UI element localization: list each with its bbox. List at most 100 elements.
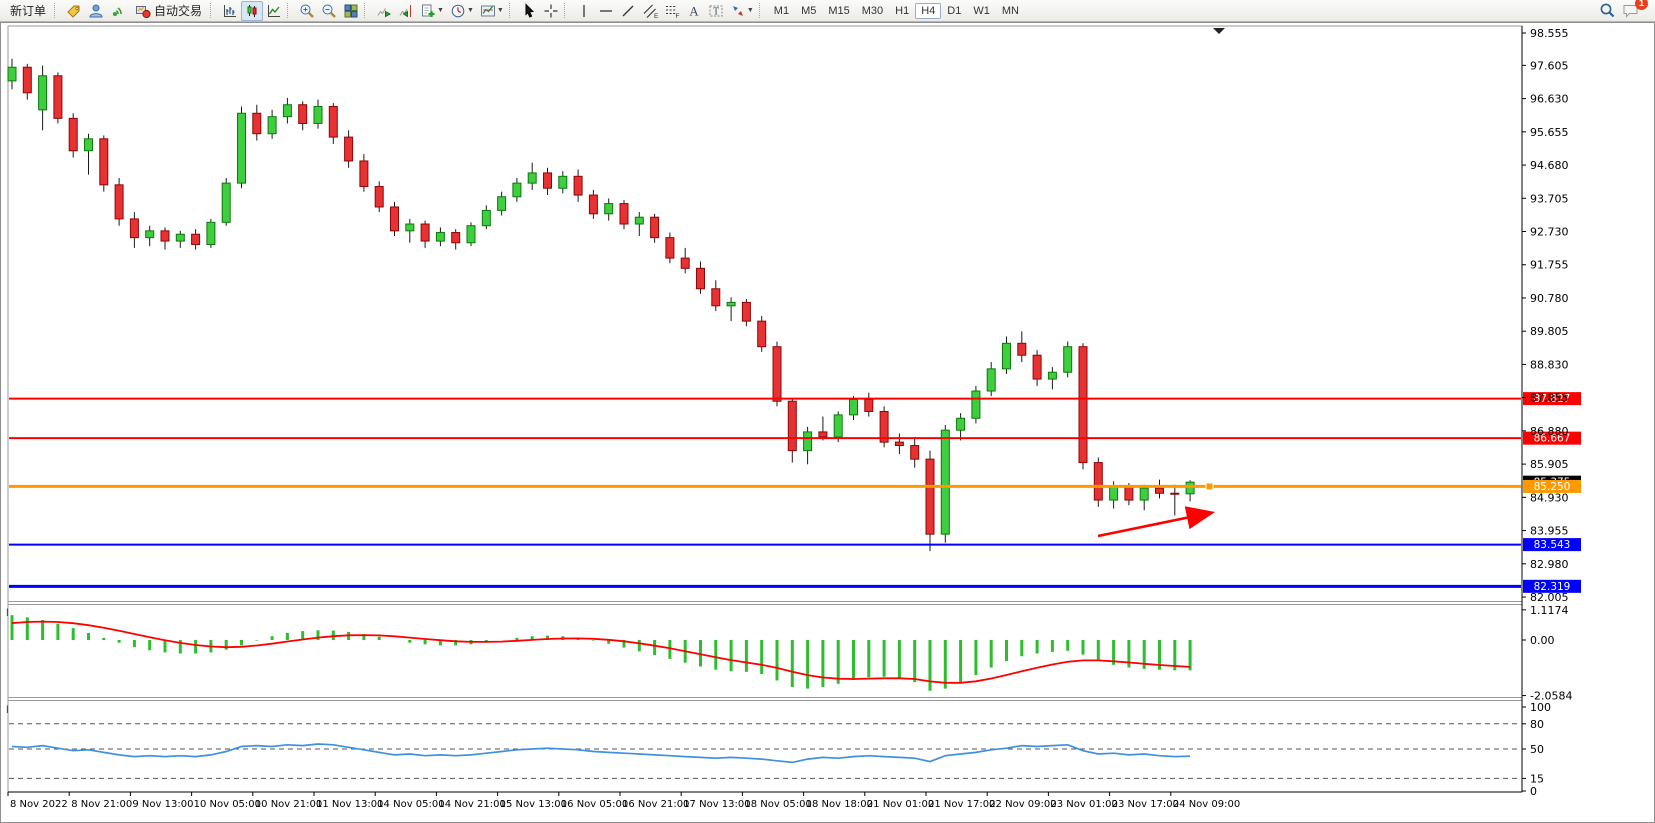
new-order-button[interactable]: 新订单 <box>10 4 47 18</box>
candle <box>451 232 461 244</box>
trend-arrow-annotation[interactable] <box>1097 506 1216 538</box>
trendline-button[interactable] <box>617 1 639 21</box>
plot-frame <box>7 25 1523 793</box>
candlestick-chart-button[interactable] <box>241 0 264 21</box>
text-icon: A <box>689 3 699 18</box>
svg-text:95.655: 95.655 <box>1530 126 1569 139</box>
candle <box>634 216 644 225</box>
candle <box>313 105 323 124</box>
notification-badge[interactable]: 1 <box>1635 0 1648 10</box>
svg-text:-2.0584: -2.0584 <box>1530 690 1572 703</box>
svg-text:87.827: 87.827 <box>1534 393 1571 405</box>
candle <box>849 399 858 416</box>
candle <box>1124 485 1134 501</box>
timeframe-button-W1[interactable]: W1 <box>973 4 990 17</box>
zoom-in-button[interactable] <box>296 1 318 21</box>
candle <box>1155 487 1164 494</box>
dropdown-caret: ▼ <box>466 7 474 14</box>
svg-text:82.319: 82.319 <box>1534 581 1571 593</box>
candle <box>986 368 996 392</box>
timeframe-button-M30[interactable]: M30 <box>861 4 884 17</box>
line-chart-button[interactable] <box>263 1 285 21</box>
svg-text:90.780: 90.780 <box>1530 292 1569 305</box>
vertical-line-button[interactable] <box>573 1 595 21</box>
candle <box>359 160 369 188</box>
candle <box>344 136 354 162</box>
candle <box>1017 342 1027 356</box>
auto-scroll-button[interactable] <box>373 1 395 21</box>
toolbar-grip <box>287 3 292 18</box>
horizontal-line-button[interactable] <box>595 1 617 21</box>
candle <box>1109 485 1119 501</box>
candle <box>237 112 246 184</box>
timeframe-button-MN[interactable]: MN <box>1001 4 1019 17</box>
dropdown-caret: ▼ <box>437 7 444 14</box>
time-axis-label: 24 Nov 09:00 <box>1173 799 1240 810</box>
cursor-button[interactable] <box>518 1 540 21</box>
bar-chart-button[interactable] <box>219 1 241 21</box>
tile-windows-icon <box>344 4 358 17</box>
svg-text:80: 80 <box>1530 718 1544 731</box>
svg-text:0.00: 0.00 <box>1530 634 1555 647</box>
fibonacci-button[interactable]: F <box>661 1 683 21</box>
candle <box>803 431 813 452</box>
annotation-layer[interactable] <box>1097 506 1216 538</box>
time-axis-label: 18 Nov 05:00 <box>744 799 811 810</box>
svg-text:50: 50 <box>1530 743 1544 756</box>
svg-text:85.250: 85.250 <box>1534 481 1571 493</box>
candle <box>38 75 48 111</box>
candle <box>420 223 430 242</box>
timeframe-button-H1[interactable]: H1 <box>895 4 910 17</box>
candle <box>252 112 262 135</box>
text-label-button[interactable]: T <box>705 1 727 21</box>
text-button[interactable]: A <box>683 1 705 21</box>
toolbar-grip <box>563 3 569 18</box>
candle <box>696 267 705 290</box>
price-line-label <box>1523 538 1581 552</box>
templates-button[interactable]: ▼ <box>477 1 507 21</box>
candle <box>956 417 966 431</box>
timeframe-button-M1[interactable]: M1 <box>773 4 790 17</box>
candle <box>726 301 736 307</box>
arrows-button[interactable]: ▼ <box>727 1 757 21</box>
toolbar-grip <box>758 3 764 18</box>
crosshair-button[interactable] <box>540 1 562 21</box>
svg-text:89.805: 89.805 <box>1530 325 1569 338</box>
vertical-line-icon <box>583 4 585 17</box>
time-axis-label: 8 Nov 21:00 <box>71 799 132 810</box>
chart-shift-marker[interactable] <box>1213 28 1225 34</box>
svg-text:82.980: 82.980 <box>1530 558 1569 571</box>
bar-chart-icon <box>224 4 237 17</box>
timeframe-button-H4[interactable]: H4 <box>915 2 942 19</box>
periods-button[interactable]: ▼ <box>447 1 477 21</box>
timeframe-button-D1[interactable]: D1 <box>947 4 962 17</box>
svg-text:1.1174: 1.1174 <box>1530 604 1569 617</box>
candle <box>650 216 660 239</box>
time-axis-label: 15 Nov 13:00 <box>500 799 567 810</box>
chart-shift-button[interactable] <box>395 1 417 21</box>
signals-button[interactable] <box>107 1 129 21</box>
candlesticks-layer <box>7 58 1195 552</box>
search-button[interactable] <box>1596 1 1619 21</box>
line-handle[interactable] <box>1205 482 1214 491</box>
community-button[interactable] <box>85 1 107 21</box>
price-line-label <box>1523 431 1581 445</box>
time-axis-label: 10 Nov 05:00 <box>194 799 261 810</box>
candle <box>221 182 231 223</box>
svg-text:83.543: 83.543 <box>1534 539 1571 551</box>
candle <box>787 400 797 452</box>
zoom-out-button[interactable] <box>318 1 340 21</box>
deposit-button[interactable] <box>63 1 85 21</box>
auto-trading-button[interactable]: 自动交易 <box>129 1 208 21</box>
equidistant-channel-button[interactable]: E <box>639 1 661 21</box>
candle <box>466 225 476 244</box>
timeframe-button-M5[interactable]: M5 <box>801 4 817 17</box>
timeframe-button-M15[interactable]: M15 <box>828 4 850 17</box>
tile-windows-button[interactable] <box>340 1 362 21</box>
candle <box>680 257 690 269</box>
new-chart-button[interactable]: ▼ <box>417 1 447 21</box>
new-chart-icon <box>422 4 435 17</box>
time-axis-label: 10 Nov 21:00 <box>255 799 322 810</box>
